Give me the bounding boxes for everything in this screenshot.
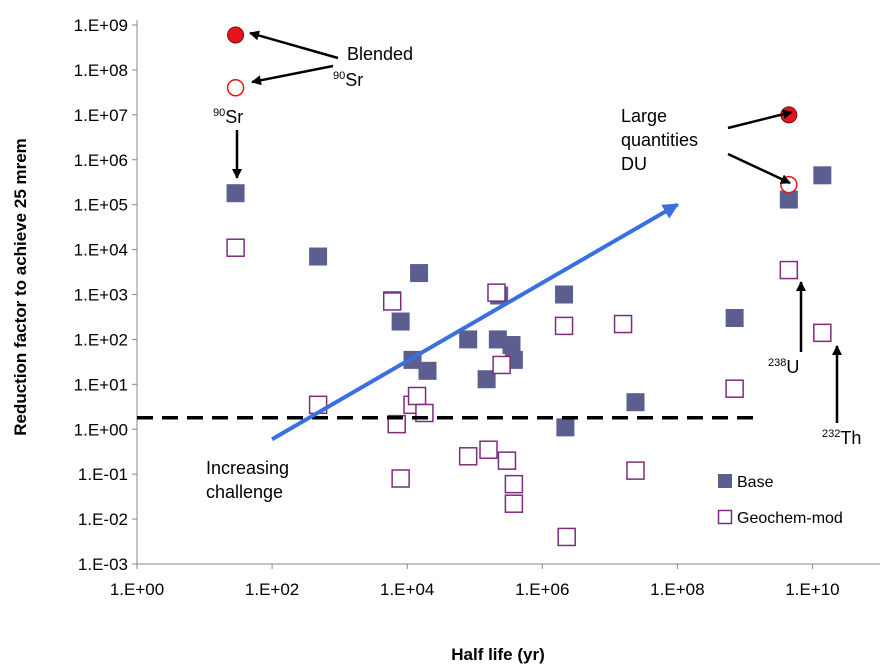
y-tick-label: 1.E-01 <box>78 465 128 484</box>
geochem-point <box>725 379 744 398</box>
base-point <box>813 166 832 185</box>
du-label-line: Large <box>621 106 667 126</box>
geochem-point <box>557 527 576 547</box>
du-label-line: DU <box>621 154 647 174</box>
geochem-point <box>613 314 633 334</box>
y-axis-title: Reduction factor to achieve 25 mrem <box>11 138 30 436</box>
base-point <box>779 190 798 209</box>
geochem-point <box>504 474 524 494</box>
increasing-challenge-line: challenge <box>206 482 283 502</box>
du-arrow-blended <box>727 109 793 130</box>
base-point <box>477 370 496 389</box>
y-tick-label: 1.E+03 <box>74 286 128 305</box>
geochem-point <box>504 494 524 513</box>
y-tick-label: 1.E+07 <box>74 106 128 125</box>
x-tick-label: 1.E+06 <box>515 580 569 599</box>
base-point <box>488 330 507 349</box>
u238-label: 238U <box>768 357 799 377</box>
base-point <box>418 361 437 380</box>
x-tick-label: 1.E+02 <box>245 580 299 599</box>
th232-label: 232Th <box>822 428 861 448</box>
y-tick-label: 1.E+02 <box>74 330 128 349</box>
y-tick-label: 1.E+05 <box>74 196 128 215</box>
legend-base-label: Base <box>737 474 774 491</box>
y-tick-label: 1.E-03 <box>78 555 128 574</box>
y-tick-label: 1.E+01 <box>74 375 128 394</box>
x-axis-title: Half life (yr) <box>451 645 545 664</box>
sr90-top-arrow <box>251 64 334 86</box>
blended-label: Blended <box>347 44 413 64</box>
geochem-point <box>813 323 832 343</box>
legend-geochem-label: Geochem-mod <box>737 510 843 527</box>
base-point <box>410 264 429 283</box>
geochem-point <box>407 386 427 406</box>
y-tick-label: 1.E+06 <box>74 151 128 170</box>
y-tick-label: 1.E+04 <box>74 241 128 260</box>
increasing-challenge-line: Increasing <box>206 458 289 478</box>
y-tick-label: 1.E+08 <box>74 61 128 80</box>
base-point <box>391 312 410 331</box>
base-point <box>459 330 478 349</box>
base-point <box>555 285 574 304</box>
du-label-line: quantities <box>621 130 698 150</box>
blended-point <box>227 26 245 44</box>
x-tick-label: 1.E+10 <box>785 580 839 599</box>
x-tick-label: 1.E+04 <box>380 580 434 599</box>
base-point <box>226 184 245 203</box>
y-tick-label: 1.E-02 <box>78 510 128 529</box>
base-point <box>502 336 521 355</box>
geochem-point <box>479 440 498 459</box>
geochem-point <box>391 469 410 488</box>
geochem-point <box>226 238 245 257</box>
geochem-point <box>554 316 574 336</box>
geochem-point <box>779 260 799 280</box>
base-point <box>556 418 575 437</box>
annotations: Blended 90Sr 90Sr Large quantities DU 238U 232T… <box>137 30 861 527</box>
geochem-point <box>458 447 478 466</box>
geochem-point <box>382 292 402 311</box>
base-point <box>309 247 328 266</box>
unblended-point <box>226 79 245 97</box>
sr90-left-label: 90Sr <box>213 107 243 127</box>
base-point <box>725 308 744 327</box>
legend-geochem-marker <box>717 509 733 525</box>
axes <box>132 20 880 569</box>
sr90-top-label: 90Sr <box>333 70 363 90</box>
x-tick-label: 1.E+08 <box>650 580 704 599</box>
y-tick-label: 1.E+00 <box>74 420 128 439</box>
data-points <box>226 26 832 547</box>
blended-arrow <box>249 30 339 60</box>
geochem-point <box>626 461 645 480</box>
trend-arrow <box>271 202 680 441</box>
legend-base-marker <box>718 474 732 488</box>
geochem-point <box>497 451 517 470</box>
y-tick-label: 1.E+09 <box>74 16 128 35</box>
du-arrow-unblended <box>727 152 791 185</box>
geochem-point <box>492 355 511 375</box>
tick-labels: 1.E-03 1.E-02 1.E-01 1.E+00 1.E+01 1.E+02 1.E+… <box>74 16 840 599</box>
x-tick-label: 1.E+00 <box>110 580 164 599</box>
geochem-point <box>487 283 506 302</box>
geochem-point <box>387 414 406 434</box>
base-point <box>626 393 645 412</box>
